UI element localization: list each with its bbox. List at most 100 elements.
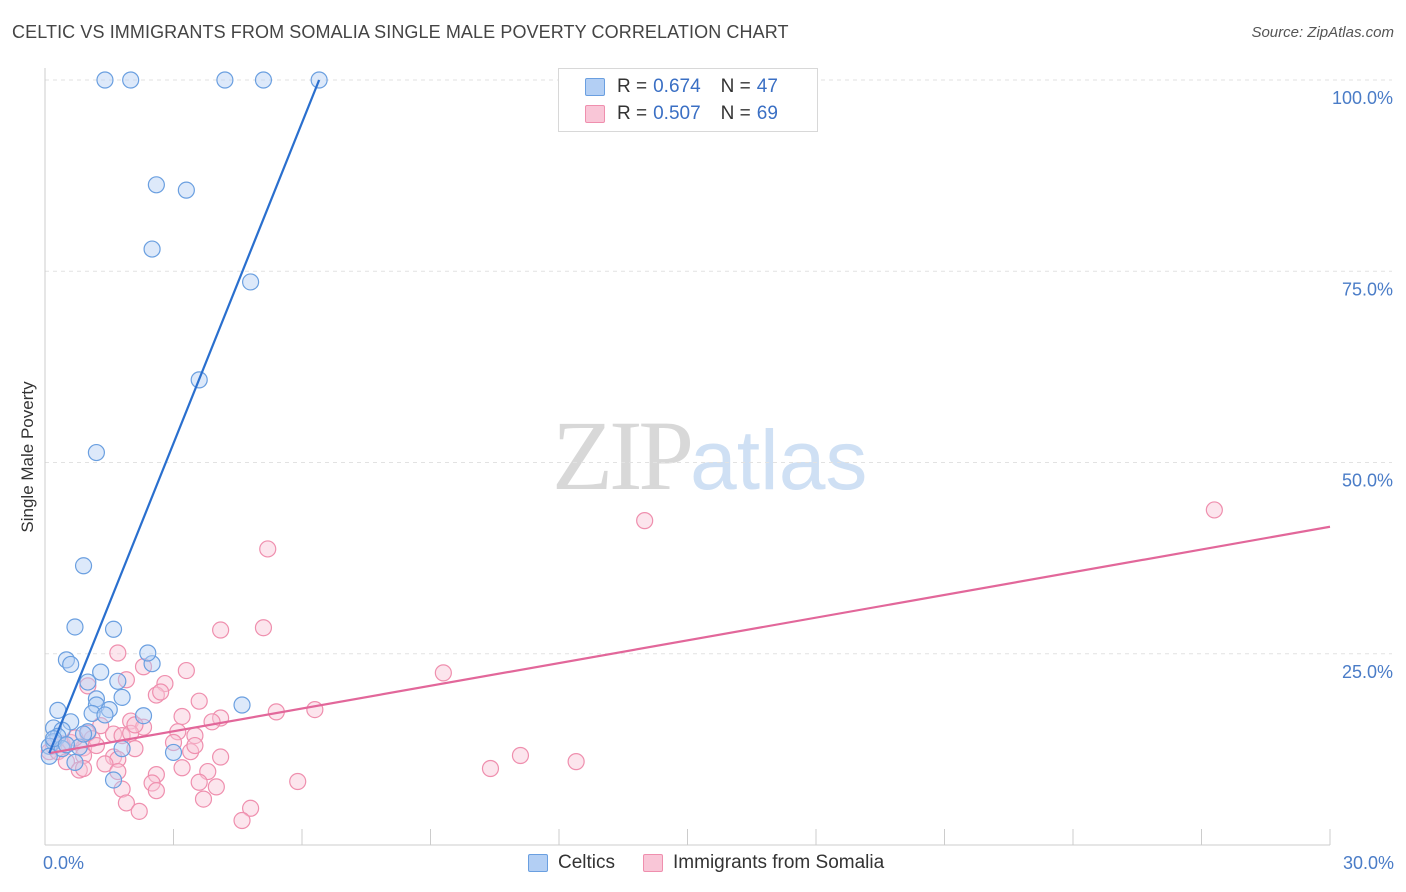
celtics-point — [104, 771, 123, 789]
celtics-point — [122, 71, 140, 89]
somalia-trendline — [49, 525, 1331, 755]
celtics-point — [79, 673, 97, 691]
somalia-point — [126, 716, 144, 734]
somalia-point — [212, 621, 230, 639]
celtics-point — [113, 688, 131, 706]
legend-row-somalia: R = 0.507 N = 69 — [585, 102, 778, 126]
somalia-point — [434, 664, 452, 682]
somalia-point — [173, 759, 191, 777]
y-tick-label: 25.0% — [1342, 662, 1393, 682]
somalia-point — [306, 700, 324, 719]
somalia-point — [164, 733, 183, 752]
r-label: R = — [617, 76, 648, 97]
celtics-point — [96, 71, 114, 89]
source-credit: Source: ZipAtlas.com — [1251, 24, 1394, 41]
somalia-point — [156, 674, 174, 693]
celtics-point — [109, 672, 127, 690]
somalia-point — [74, 759, 93, 778]
celtics-swatch — [528, 854, 548, 872]
somalia-point — [511, 746, 530, 765]
legend-row-celtics: R = 0.674 N = 47 — [585, 75, 778, 99]
y-tick-label: 50.0% — [1342, 471, 1393, 491]
celtics-point — [143, 240, 161, 258]
y-tick-label: 75.0% — [1342, 279, 1393, 299]
gridlines — [45, 79, 1392, 655]
celtics-point — [92, 663, 110, 681]
somalia-point — [212, 748, 230, 766]
somalia-point — [203, 713, 221, 731]
n-value: 47 — [756, 76, 778, 97]
y-tick-label: 100.0% — [1332, 88, 1393, 108]
watermark-atlas: atlas — [690, 413, 868, 507]
somalia-point — [1205, 501, 1223, 519]
somalia-points — [40, 501, 1223, 830]
chart-title: CELTIC VS IMMIGRANTS FROM SOMALIA SINGLE… — [12, 22, 789, 42]
r-label: R = — [617, 103, 648, 124]
somalia-point — [194, 790, 213, 808]
somalia-point — [242, 799, 260, 817]
celtics-point — [177, 181, 195, 199]
r-value: 0.507 — [653, 103, 701, 124]
n-label: N = — [720, 103, 751, 124]
somalia-point — [109, 750, 127, 768]
celtics-point — [74, 725, 93, 743]
somalia-point — [96, 755, 114, 773]
somalia-point — [207, 778, 225, 796]
r-value: 0.674 — [653, 76, 701, 97]
trendlines — [48, 79, 1331, 755]
somalia-point — [117, 671, 135, 689]
somalia-swatch — [585, 105, 605, 123]
celtics-point — [143, 655, 161, 673]
somalia-point — [289, 772, 307, 791]
celtics-point — [233, 696, 251, 714]
tick-labels: 25.0% 50.0% 75.0% 100.0% 0.0% 30.0% — [43, 88, 1394, 873]
somalia-point — [117, 794, 135, 812]
somalia-point — [109, 644, 127, 662]
axes — [44, 68, 1331, 846]
celtics-point — [254, 71, 273, 89]
somalia-point — [254, 619, 273, 637]
somalia-point — [190, 773, 208, 791]
celtics-point — [96, 706, 114, 724]
correlation-legend: R = 0.674 N = 47 R = 0.507 N = 69 — [558, 68, 818, 132]
celtics-point — [104, 620, 123, 638]
celtics-point — [87, 443, 106, 462]
somalia-point — [186, 736, 204, 755]
series-legend: Celtics Immigrants from Somalia — [528, 852, 912, 874]
watermark-zip: ZIP — [552, 400, 694, 511]
celtics-point — [139, 644, 157, 662]
somalia-point — [130, 802, 148, 820]
celtics-point — [83, 704, 101, 723]
somalia-point — [57, 753, 76, 771]
celtics-point — [242, 273, 260, 291]
legend-label-celtics: Celtics — [558, 852, 616, 873]
somalia-point — [177, 661, 195, 680]
celtics-point — [62, 655, 80, 674]
somalia-point — [173, 707, 191, 726]
somalia-point — [79, 677, 97, 695]
celtics-point — [113, 740, 131, 758]
celtics-swatch — [585, 78, 605, 96]
somalia-point — [481, 759, 500, 778]
somalia-point — [147, 782, 165, 800]
n-label: N = — [720, 76, 751, 97]
somalia-point — [567, 753, 585, 771]
celtics-point — [66, 753, 84, 771]
celtics-points — [40, 71, 328, 789]
celtics-point — [74, 557, 93, 575]
celtics-point — [134, 707, 153, 725]
somalia-point — [233, 811, 251, 830]
somalia-swatch — [643, 854, 664, 872]
somalia-point — [109, 762, 127, 781]
somalia-point — [190, 692, 208, 710]
celtics-trendline — [48, 79, 321, 754]
legend-item-celtics: Celtics — [528, 852, 615, 874]
celtics-point — [147, 176, 165, 194]
celtics-point — [66, 618, 84, 636]
somalia-point — [113, 780, 131, 798]
legend-label-somalia: Immigrants from Somalia — [673, 852, 885, 873]
somalia-point — [259, 540, 277, 558]
x-tick-label: 30.0% — [1343, 853, 1394, 873]
x-tick-label: 0.0% — [43, 853, 84, 873]
